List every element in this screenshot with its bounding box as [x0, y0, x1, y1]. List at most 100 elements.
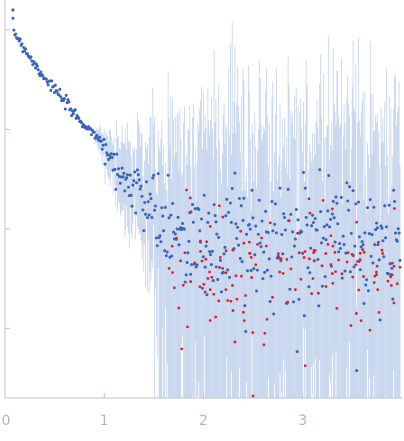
data-point-blue	[260, 245, 263, 248]
data-point-blue	[24, 47, 27, 50]
data-point-red	[285, 258, 288, 261]
data-point-red	[240, 275, 243, 278]
data-point-red	[396, 282, 399, 285]
data-point-red	[171, 245, 174, 248]
data-point-red	[260, 237, 263, 240]
data-point-red	[294, 288, 297, 291]
data-point-blue	[115, 153, 118, 156]
data-point-blue	[355, 369, 358, 372]
data-point-blue	[392, 189, 395, 192]
data-point-blue	[154, 205, 157, 208]
data-point-red	[175, 237, 178, 240]
data-point-blue	[385, 225, 388, 228]
data-point-blue	[327, 174, 330, 177]
data-point-blue	[220, 290, 223, 293]
data-point-blue	[364, 283, 367, 286]
data-point-red	[355, 221, 358, 224]
data-point-blue	[204, 266, 207, 269]
data-point-blue	[145, 180, 148, 183]
data-point-red	[269, 222, 272, 225]
data-point-red	[298, 251, 301, 254]
data-point-red	[199, 240, 202, 243]
data-point-red	[381, 249, 384, 252]
data-point-blue	[337, 250, 340, 253]
data-point-blue	[266, 269, 269, 272]
data-point-blue	[59, 95, 62, 98]
data-point-blue	[135, 181, 138, 184]
data-point-blue	[93, 131, 96, 134]
data-point-red	[171, 271, 174, 274]
data-point-blue	[209, 253, 212, 256]
data-point-blue	[148, 214, 151, 217]
data-point-red	[387, 280, 390, 283]
data-point-blue	[11, 17, 14, 20]
data-point-red	[224, 271, 227, 274]
data-point-red	[375, 273, 378, 276]
data-point-red	[250, 276, 253, 279]
data-point-blue	[241, 260, 244, 263]
data-point-blue	[54, 84, 57, 87]
data-point-blue	[139, 188, 142, 191]
data-point-blue	[338, 242, 341, 245]
data-point-red	[186, 325, 189, 328]
data-point-red	[332, 245, 335, 248]
data-point-blue	[230, 221, 233, 224]
data-point-red	[277, 256, 280, 259]
data-point-blue	[303, 314, 306, 317]
data-point-blue	[12, 29, 15, 32]
data-point-red	[180, 348, 183, 351]
data-point-blue	[388, 204, 391, 207]
data-point-blue	[336, 222, 339, 225]
data-point-blue	[159, 240, 162, 243]
data-point-blue	[208, 250, 211, 253]
data-point-blue	[391, 298, 394, 301]
data-point-red	[277, 252, 280, 255]
data-point-blue	[295, 208, 298, 211]
data-point-blue	[362, 243, 365, 246]
data-point-blue	[369, 198, 372, 201]
data-point-blue	[213, 203, 216, 206]
data-point-blue	[249, 228, 252, 231]
data-point-blue	[251, 216, 254, 219]
data-point-blue	[50, 79, 53, 82]
data-point-blue	[184, 281, 187, 284]
data-point-red	[391, 262, 394, 265]
data-point-blue	[152, 174, 155, 177]
data-point-blue	[153, 209, 156, 212]
data-point-blue	[164, 206, 167, 209]
data-point-red	[377, 243, 380, 246]
data-point-red	[308, 257, 311, 260]
data-point-red	[389, 275, 392, 278]
data-point-blue	[345, 181, 348, 184]
data-point-blue	[294, 237, 297, 240]
data-point-blue	[333, 216, 336, 219]
data-point-blue	[368, 232, 371, 235]
data-point-blue	[67, 101, 70, 104]
data-point-blue	[39, 71, 42, 74]
data-point-blue	[237, 244, 240, 247]
data-point-blue	[122, 172, 125, 175]
data-point-red	[230, 300, 233, 303]
data-point-blue	[223, 252, 226, 255]
data-point-blue	[103, 138, 106, 141]
data-point-blue	[254, 225, 257, 228]
data-point-blue	[205, 293, 208, 296]
data-point-red	[226, 299, 229, 302]
x-tick-label: 0	[2, 413, 11, 429]
data-point-blue	[279, 187, 282, 190]
data-point-blue	[214, 220, 217, 223]
data-point-blue	[275, 231, 278, 234]
data-point-red	[199, 285, 202, 288]
data-point-blue	[331, 213, 334, 216]
data-point-red	[309, 212, 312, 215]
data-point-red	[252, 395, 255, 398]
data-point-red	[311, 277, 314, 280]
data-point-blue	[186, 261, 189, 264]
data-point-red	[190, 210, 193, 213]
data-point-blue	[258, 199, 261, 202]
data-point-red	[341, 272, 344, 275]
data-point-blue	[359, 268, 362, 271]
data-point-blue	[289, 213, 292, 216]
data-point-blue	[203, 194, 206, 197]
data-point-blue	[117, 167, 120, 170]
